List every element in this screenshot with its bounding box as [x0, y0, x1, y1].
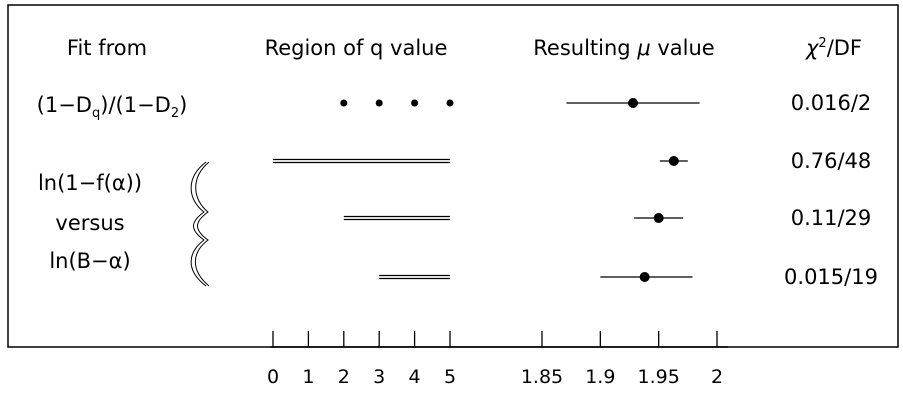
brace-icon	[190, 161, 210, 287]
mu-value-marks	[566, 98, 700, 282]
chi2-df-labels: 0.016/2 0.76/48 0.11/29 0.015/19	[784, 91, 878, 289]
header-fit-from: Fit from	[67, 36, 147, 60]
chi2-df-value: 0.015/19	[784, 265, 878, 289]
mu-point	[668, 156, 679, 166]
label-log-line3: ln(B−α)	[49, 249, 130, 273]
q-axis-tick-label: 2	[338, 366, 350, 388]
mu-point	[653, 213, 664, 223]
q-axis-tick-label: 5	[444, 366, 456, 388]
q-point	[411, 99, 419, 107]
chi2-df-value: 0.76/48	[791, 149, 872, 173]
axis-ticks: 0 1 2 3 4 5 1.85 1.9 1.95 2	[267, 331, 723, 388]
chi2-df-value: 0.016/2	[791, 91, 872, 115]
mu-point	[639, 272, 650, 282]
label-ratio-fit: (1−Dq)/(1−D2)	[37, 93, 188, 121]
mu-axis-tick-label: 2	[711, 366, 723, 388]
q-axis-tick-label: 1	[302, 366, 314, 388]
mu-axis-tick-label: 1.9	[585, 366, 615, 388]
q-axis-tick-label: 0	[267, 366, 279, 388]
q-axis-tick-label: 3	[373, 366, 385, 388]
q-axis-tick-label: 4	[409, 366, 421, 388]
header-chi2-df: χ2/DF	[805, 36, 862, 60]
q-point	[446, 99, 454, 107]
header-q-region: Region of q value	[265, 36, 448, 60]
q-point	[375, 99, 383, 107]
mu-point	[628, 98, 639, 108]
header-mu-result: Resulting μ value	[533, 36, 714, 60]
label-log-line2: versus	[55, 211, 124, 235]
label-log-line1: ln(1−f(α))	[38, 171, 142, 195]
mu-axis-tick-label: 1.85	[521, 366, 563, 388]
q-region-marks	[273, 99, 454, 280]
q-point	[340, 99, 348, 107]
chi2-df-value: 0.11/29	[791, 206, 872, 230]
mu-axis-tick-label: 1.95	[638, 366, 680, 388]
